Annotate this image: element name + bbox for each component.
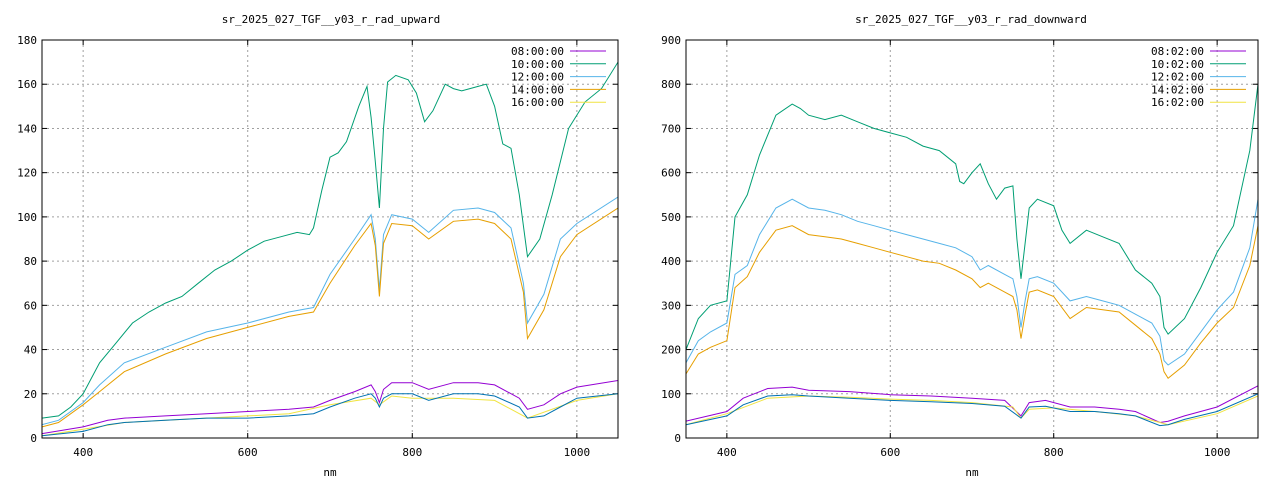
y-tick-label: 100	[17, 211, 37, 224]
plot-area	[42, 61, 618, 437]
x-axis-label: nm	[965, 466, 979, 479]
series-line	[686, 84, 1258, 350]
y-tick-label: 400	[661, 255, 681, 268]
legend-label: 12:00:00	[511, 71, 564, 84]
plot-frame	[685, 39, 1259, 439]
chart-title: sr_2025_027_TGF__y03_r_rad_upward	[222, 13, 441, 26]
series-line	[42, 196, 618, 426]
y-tick-label: 800	[661, 78, 681, 91]
y-tick-label: 900	[661, 34, 681, 47]
series-line	[686, 393, 1258, 427]
chart-panel-downward: sr_2025_027_TGF__y03_r_rad_downward 0 100 2…	[661, 13, 1259, 479]
series-line	[686, 225, 1258, 380]
series-line	[686, 395, 1258, 426]
y-tick-label: 20	[24, 388, 37, 401]
y-tick-label: 700	[661, 122, 681, 135]
y-tick-label: 140	[17, 122, 37, 135]
series-line	[42, 61, 618, 419]
y-tick-label: 180	[17, 34, 37, 47]
x-tick-label: 400	[73, 446, 93, 459]
legend-label: 10:00:00	[511, 58, 564, 71]
x-tick-label: 1000	[1204, 446, 1231, 459]
legend-label: 14:02:00	[1151, 83, 1204, 96]
legend-label: 08:00:00	[511, 45, 564, 58]
legend-label: 12:02:00	[1151, 71, 1204, 84]
series-line	[42, 393, 618, 437]
x-axis-label: nm	[323, 466, 337, 479]
legend-label: 08:02:00	[1151, 45, 1204, 58]
x-tick-label: 600	[238, 446, 258, 459]
y-tick-label: 0	[30, 432, 37, 445]
y-tick-label: 80	[24, 255, 37, 268]
y-tick-label: 100	[661, 388, 681, 401]
series-line	[42, 380, 618, 435]
y-tick-label: 300	[661, 299, 681, 312]
y-tick-label: 60	[24, 299, 37, 312]
series-line	[686, 198, 1258, 366]
series-line	[42, 207, 618, 428]
y-tick-label: 120	[17, 167, 37, 180]
y-tick-label: 500	[661, 211, 681, 224]
legend-label: 14:00:00	[511, 83, 564, 96]
series-line	[686, 385, 1258, 424]
y-tick-label: 600	[661, 167, 681, 180]
legend-label: 16:00:00	[511, 96, 564, 109]
y-tick-label: 0	[674, 432, 681, 445]
plot-frame	[41, 39, 619, 439]
legend-label: 10:02:00	[1151, 58, 1204, 71]
chart-panel-upward: sr_2025_027_TGF__y03_r_rad_upward 0 20 40 60…	[17, 13, 619, 479]
y-tick-label: 40	[24, 344, 37, 357]
chart-title: sr_2025_027_TGF__y03_r_rad_downward	[855, 13, 1087, 26]
x-tick-label: 600	[880, 446, 900, 459]
legend-label: 16:02:00	[1151, 96, 1204, 109]
x-tick-label: 800	[402, 446, 422, 459]
x-tick-label: 1000	[564, 446, 591, 459]
plot-area	[686, 84, 1258, 427]
y-tick-label: 160	[17, 78, 37, 91]
x-tick-label: 400	[717, 446, 737, 459]
y-tick-label: 200	[661, 344, 681, 357]
x-tick-label: 800	[1044, 446, 1064, 459]
